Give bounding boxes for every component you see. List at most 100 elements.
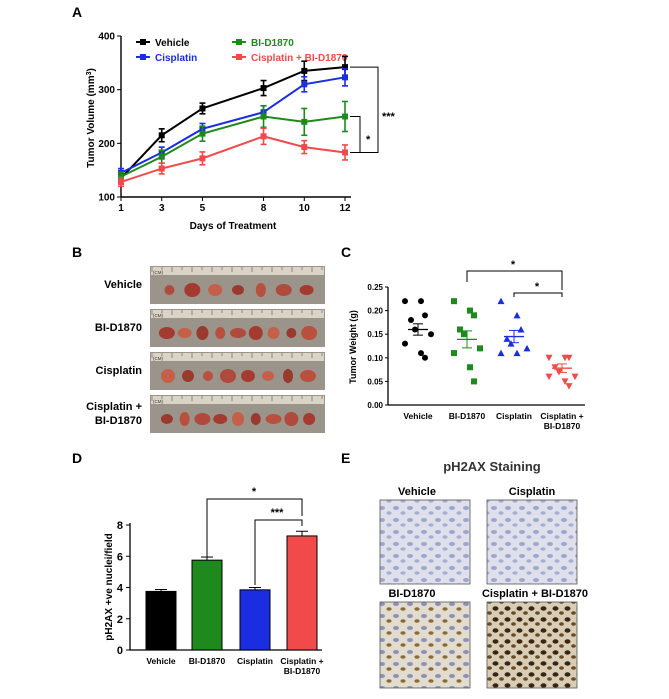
- panel-e-label-vehicle: Vehicle: [398, 486, 436, 498]
- tumor-specimen: [275, 284, 292, 296]
- legend-marker-vehicle: [140, 39, 146, 45]
- panel-d-ylabel: pH2AX +ve nuclei/field: [104, 533, 115, 641]
- legend-label-vehicle: Vehicle: [155, 38, 190, 49]
- ihc-image-combo: [486, 601, 578, 689]
- data-point-vehicle: [418, 350, 424, 357]
- ruler-unit: (CM): [153, 270, 163, 275]
- data-point-cisplatin-bi-d1870: [571, 373, 579, 381]
- panel-c-xtick-label: Cisplatin: [496, 411, 532, 421]
- panel-c-xtick-label: BI-D1870: [544, 421, 581, 431]
- data-point-cisplatin-bi-d1870: [301, 144, 308, 151]
- data-point-bi-d1870: [457, 326, 463, 333]
- data-point-cisplatin-bi-d1870: [158, 165, 165, 172]
- tumor-specimen: [220, 369, 236, 383]
- tumor-specimen: [283, 369, 293, 383]
- tumor-specimen: [232, 285, 244, 295]
- ruler-strip: [151, 310, 324, 318]
- series-line-cisplatin: [120, 76, 346, 174]
- panel-b-row-combo-line1: Cisplatin +: [86, 401, 142, 413]
- ruler-strip: [151, 267, 324, 275]
- tumor-specimen: [299, 285, 314, 295]
- data-point-cisplatin: [513, 349, 521, 357]
- ruler-unit: (CM): [153, 313, 163, 318]
- panel-d-sig-1: *: [252, 486, 257, 498]
- data-point-bi-d1870: [118, 173, 124, 180]
- panel-a-ytick-label: 100: [98, 193, 115, 204]
- panel-a-xtick-label: 10: [299, 203, 311, 214]
- legend-label-cisplatin: Cisplatin: [155, 53, 197, 64]
- panel-label-b: B: [72, 244, 82, 260]
- panel-a-xtick-label: 8: [261, 203, 267, 214]
- panel-d-bracket-1: [206, 498, 303, 560]
- panel-a-ytick-label: 400: [98, 32, 115, 43]
- panel-c-ytick-label: 0.05: [367, 377, 383, 386]
- ruler-unit: (CM): [153, 356, 163, 361]
- panel-a-bracket-single: [350, 116, 361, 153]
- ihc-image-bid1870: [379, 601, 471, 689]
- panel-d-xtick-label: BI-D1870: [284, 666, 321, 676]
- panel-b-row-cisplatin: Cisplatin: [96, 365, 143, 377]
- series-line-bi-d1870: [120, 115, 346, 178]
- panel-a-bracket-triple: [350, 66, 379, 153]
- data-point-bi-d1870: [301, 118, 308, 125]
- data-point-bi-d1870: [467, 307, 473, 314]
- panel-d-ytick-label: 4: [117, 583, 124, 595]
- legend-label-bi-d1870: BI-D1870: [251, 38, 294, 49]
- panel-d-ytick-label: 2: [117, 614, 123, 626]
- tumor-specimen: [179, 412, 190, 426]
- tumor-specimen: [255, 283, 266, 297]
- data-point-bi-d1870: [467, 364, 473, 371]
- ihc-image-cisplatin: [486, 499, 578, 585]
- data-point-cisplatin: [497, 297, 505, 305]
- panel-c-ytick-label: 0.15: [367, 330, 383, 339]
- panel-a-xtick-label: 12: [339, 203, 351, 214]
- ruler-unit: (CM): [153, 399, 163, 404]
- data-point-bi-d1870: [451, 298, 457, 305]
- data-point-vehicle: [422, 312, 428, 319]
- panel-c-bracket-1: [466, 270, 563, 290]
- panel-e-label-cisplatin: Cisplatin: [509, 486, 556, 498]
- data-point-vehicle: [418, 298, 424, 305]
- panel-b-tumor-photos: Vehicle BI-D1870 Cisplatin Cisplatin + B…: [86, 266, 325, 433]
- data-point-cisplatin-bi-d1870: [545, 354, 553, 362]
- data-point-cisplatin: [523, 344, 531, 352]
- panel-a-line-chart: Vehicle BI-D1870 Cisplatin Cisplatin + BI-D…: [86, 32, 396, 233]
- data-point-cisplatin-bi-d1870: [342, 149, 348, 156]
- legend-marker-cisplatin: [140, 54, 146, 60]
- bar-cisplatin: [239, 589, 271, 651]
- panel-d-ytick-label: 6: [117, 551, 123, 563]
- panel-d-ytick-label: 0: [117, 645, 123, 657]
- data-point-vehicle: [402, 298, 408, 305]
- panel-d-sig-2: ***: [271, 507, 285, 519]
- panel-e-ihc-images: pH2AX Staining Vehicle Cisplatin BI-D187…: [379, 459, 588, 689]
- data-point-vehicle: [260, 85, 267, 92]
- panel-c-xtick-label: BI-D1870: [449, 411, 486, 421]
- panel-d-bracket-2: [254, 519, 303, 585]
- data-point-cisplatin: [503, 335, 511, 342]
- data-point-cisplatin-bi-d1870: [260, 133, 267, 140]
- data-point-cisplatin-bi-d1870: [551, 364, 559, 371]
- panel-c-sig-2: *: [535, 281, 540, 293]
- tumor-specimen: [182, 370, 194, 382]
- data-point-cisplatin: [513, 311, 521, 319]
- tumor-specimen: [284, 412, 299, 426]
- panel-label-e: E: [341, 450, 350, 466]
- tumor-specimen: [250, 413, 261, 425]
- panel-e-title: pH2AX Staining: [443, 459, 541, 474]
- data-point-bi-d1870: [260, 113, 267, 120]
- tumor-specimen: [177, 328, 192, 338]
- tumor-specimen: [194, 413, 211, 425]
- data-point-vehicle: [408, 317, 414, 324]
- data-point-vehicle: [402, 340, 408, 347]
- panel-a-sig-single: *: [366, 134, 371, 146]
- panel-a-sig-triple: ***: [382, 111, 396, 123]
- tumor-specimen: [213, 414, 228, 424]
- series-line-vehicle: [120, 66, 346, 179]
- panel-a-xlabel: Days of Treatment: [190, 221, 277, 232]
- data-point-bi-d1870: [471, 312, 477, 319]
- tumor-specimen: [196, 326, 209, 340]
- data-point-cisplatin-bi-d1870: [561, 378, 569, 385]
- panel-e-label-bid1870: BI-D1870: [388, 588, 435, 600]
- panel-a-ytick-label: 200: [98, 139, 115, 150]
- panel-e-label-combo: Cisplatin + BI-D1870: [482, 588, 588, 600]
